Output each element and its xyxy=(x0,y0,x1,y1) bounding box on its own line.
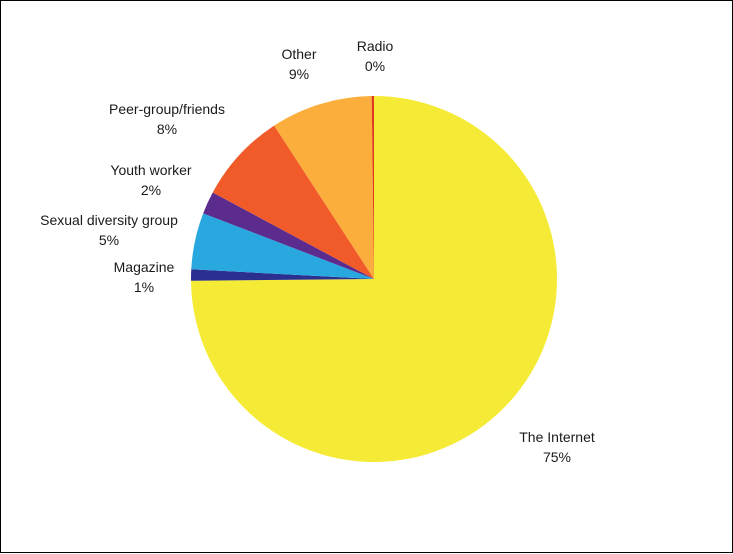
slice-label-sexual-diversity-group: Sexual diversity group 5% xyxy=(40,212,178,248)
slice-label-peer-group-friends: Peer-group/friends 8% xyxy=(109,101,225,137)
slice-label-radio: Radio 0% xyxy=(357,38,394,74)
pie-slice-youth-worker xyxy=(203,192,374,279)
slice-label-the-internet: The Internet 75% xyxy=(519,429,595,465)
pie-slice-sexual-diversity-group xyxy=(191,213,374,279)
pie-slice-other xyxy=(274,96,374,279)
pie-slice-magazine xyxy=(191,269,374,281)
pie-slices xyxy=(191,96,557,462)
slice-label-other: Other 9% xyxy=(281,46,316,82)
pie-slice-radio xyxy=(371,96,374,279)
pie-slice-the-internet xyxy=(191,96,557,462)
slice-label-magazine: Magazine 1% xyxy=(114,259,175,295)
pie-labels: The Internet 75% Magazine 1% Sexual diversit… xyxy=(40,38,595,465)
slice-label-youth-worker: Youth worker 2% xyxy=(110,162,192,198)
pie-slice-peer-group-friends xyxy=(212,125,374,280)
